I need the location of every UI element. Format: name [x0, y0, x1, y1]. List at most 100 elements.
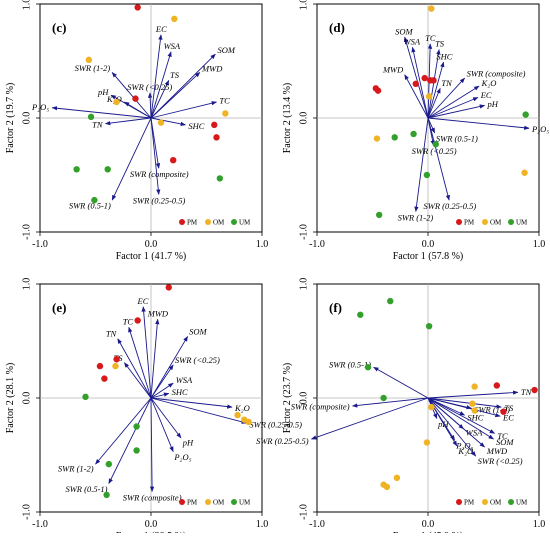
loading-label: SWR (1-2) — [75, 63, 111, 73]
score-point-um — [87, 113, 95, 121]
score-point-om — [234, 411, 241, 419]
loading-label: SOM — [496, 437, 514, 447]
score-point-pm — [421, 74, 428, 82]
x-tick-label: 1.0 — [256, 519, 269, 530]
panel-label: (c) — [52, 20, 66, 35]
legend-marker-om — [205, 499, 211, 505]
loading-vector — [427, 49, 441, 119]
loading-label: TC — [425, 33, 436, 43]
loading-vector — [149, 397, 155, 493]
y-tick-label: 0.0 — [21, 112, 32, 125]
score-point-um — [105, 460, 113, 468]
loading-vector — [427, 85, 480, 119]
score-point-um — [91, 196, 98, 204]
loading-label: TN — [441, 78, 453, 88]
x-tick-label: 1.0 — [533, 519, 546, 530]
score-point-um — [103, 491, 110, 499]
loading-label: MWD — [486, 446, 508, 456]
loading-vector — [150, 101, 218, 119]
loading-vector — [427, 117, 436, 134]
loading-label: P₂O₅ — [455, 440, 473, 450]
loading-label: K₂O — [234, 403, 250, 413]
loading-label: SWR (<0.25) — [175, 355, 220, 365]
loading-vector — [310, 397, 429, 440]
score-point-om — [85, 56, 93, 64]
panel-label: (f) — [329, 300, 342, 315]
y-tick-label: 0.0 — [21, 392, 32, 405]
loading-vector — [427, 87, 441, 119]
score-point-om — [393, 474, 401, 481]
loading-label: SWR (0.25-0.5) — [133, 195, 186, 205]
loading-label: SWR (1-2) — [398, 212, 434, 222]
loading-label: EC — [502, 413, 514, 423]
loading-vector — [147, 92, 153, 119]
loading-vector — [95, 397, 152, 465]
loading-vector — [150, 51, 172, 119]
legend-marker-om — [482, 499, 488, 505]
legend-marker-um — [508, 499, 514, 505]
score-point-pm — [96, 362, 104, 370]
score-point-pm — [211, 121, 218, 129]
legend-label: PM — [464, 219, 475, 227]
legend-label: OM — [490, 219, 502, 227]
legend-marker-um — [231, 219, 237, 225]
score-point-om — [469, 400, 476, 407]
score-point-um — [425, 322, 433, 330]
score-point-om — [425, 93, 433, 100]
panel-label: (e) — [52, 300, 66, 315]
legend-marker-um — [508, 219, 514, 225]
loading-vector — [123, 101, 152, 119]
loading-label: pH — [487, 99, 499, 109]
score-point-om — [521, 169, 528, 176]
loading-vector — [427, 397, 494, 440]
legend-label: OM — [213, 219, 225, 227]
loading-label: P₂O₅ — [173, 452, 191, 462]
x-tick-label: 0.0 — [145, 239, 158, 250]
loading-label: EC — [137, 296, 149, 306]
score-point-um — [387, 297, 394, 305]
score-point-om — [373, 135, 381, 142]
loading-label: SHC — [172, 387, 188, 397]
x-tick-label: 0.0 — [422, 239, 435, 250]
loading-vector — [414, 117, 429, 213]
x-axis-label: Factor 1 (57.8 %) — [393, 251, 464, 262]
loading-vector — [373, 366, 429, 399]
loading-label: MWD — [201, 63, 223, 73]
y-tick-label: -1.0 — [21, 504, 32, 520]
loading-label: SWR (0.25-0.5) — [424, 201, 477, 211]
panel-d: -1.0 0.0 1.0 -1.0 0.0 1.0 Factor 1 (57.8 %) Fac… — [282, 0, 549, 262]
loading-label: SWR (<0.25) — [412, 146, 457, 156]
x-tick-label: -1.0 — [32, 519, 48, 530]
loading-label: SWR (composite) — [467, 69, 526, 79]
score-point-um — [216, 175, 224, 182]
score-point-pm — [170, 156, 177, 164]
score-point-om — [245, 418, 252, 426]
loading-vector — [150, 397, 233, 409]
loading-vector — [427, 61, 445, 119]
loading-label: TC — [219, 96, 230, 106]
score-point-pm — [500, 408, 507, 415]
legend-label: OM — [490, 499, 502, 507]
y-axis-label: Factor 2 (23.7 %) — [282, 363, 293, 434]
loading-vector — [150, 397, 247, 424]
loading-label: EC — [480, 90, 492, 100]
score-point-pm — [165, 284, 172, 291]
loading-vector — [427, 397, 477, 457]
score-point-om — [112, 362, 119, 370]
loading-vector — [427, 117, 530, 130]
score-point-om — [428, 5, 435, 12]
score-point-um — [357, 311, 364, 318]
x-tick-label: 1.0 — [533, 239, 546, 250]
loading-vector — [150, 318, 160, 399]
x-tick-label: -1.0 — [32, 239, 48, 250]
loading-label: TC — [497, 431, 508, 441]
loading-label: SWR (<0.25) — [127, 82, 172, 92]
score-point-pm — [134, 317, 141, 324]
loading-vector — [150, 117, 161, 195]
loading-label: WSA — [404, 36, 421, 46]
score-point-pm — [374, 87, 382, 94]
y-tick-label: 0.0 — [298, 112, 309, 125]
y-tick-label: -1.0 — [298, 504, 309, 520]
